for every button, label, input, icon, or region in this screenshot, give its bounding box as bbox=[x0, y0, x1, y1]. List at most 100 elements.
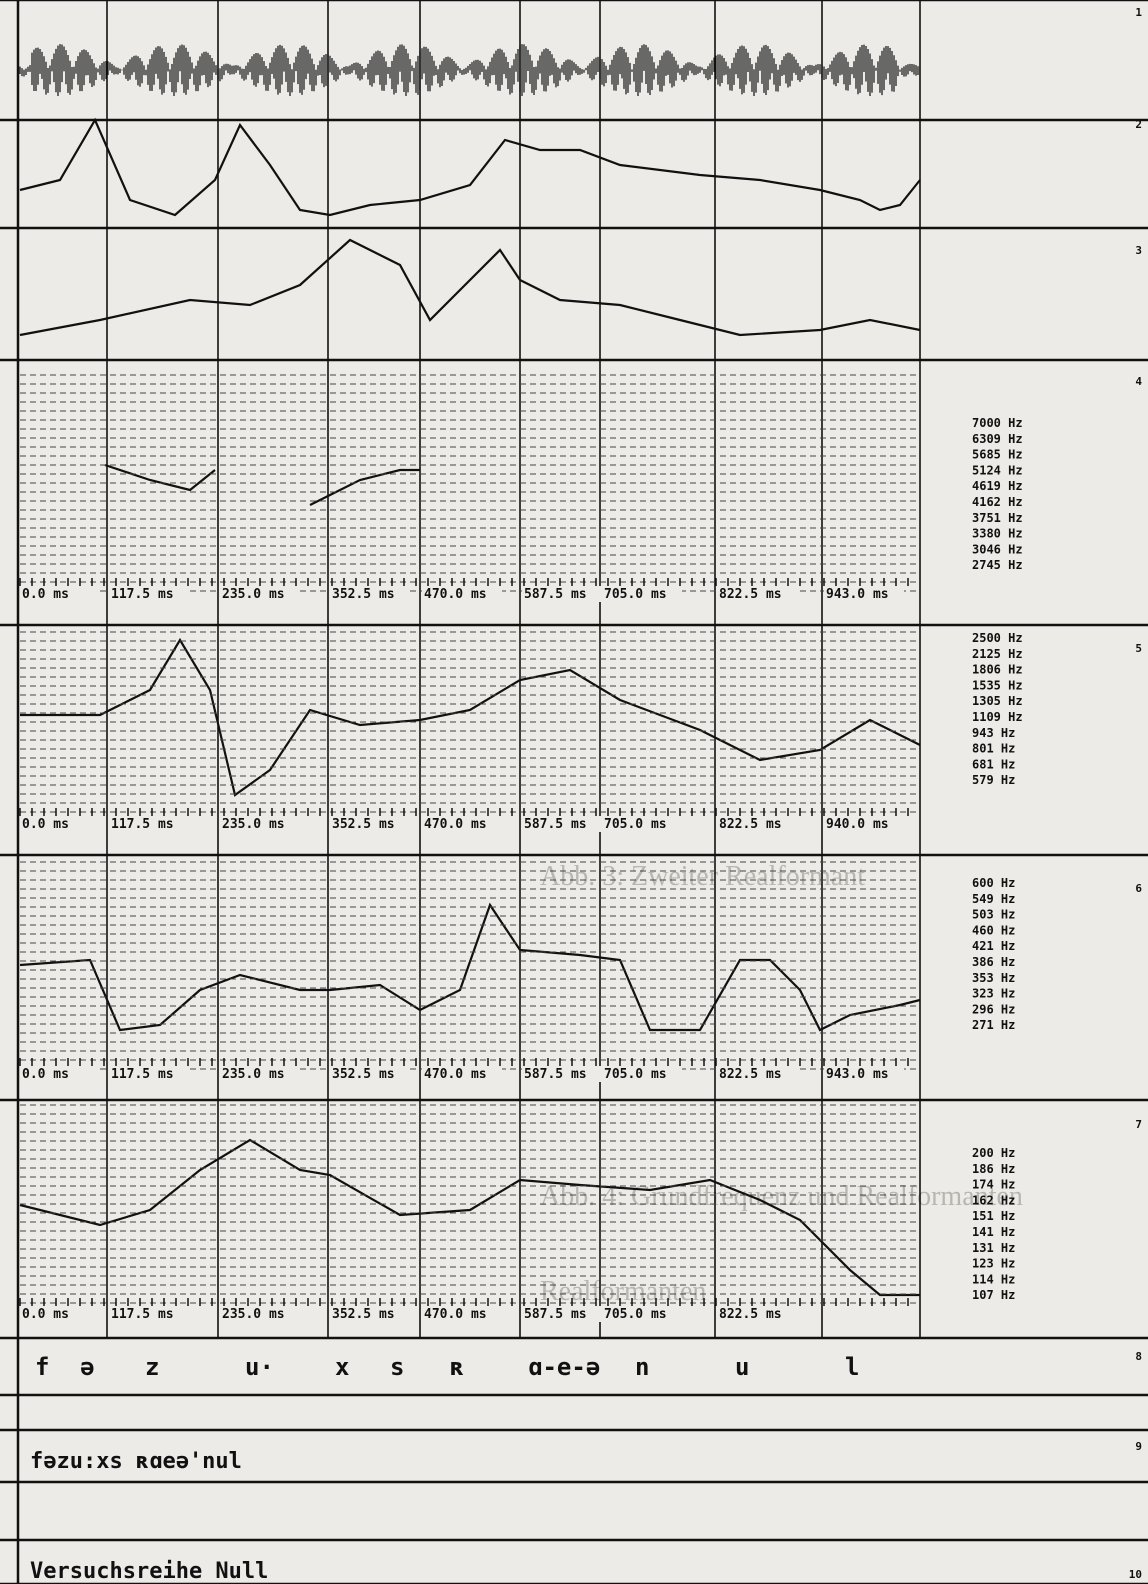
freq-label: 600 Hz bbox=[972, 876, 1015, 890]
segment-label: u· bbox=[245, 1353, 274, 1381]
time-label: 822.5 ms bbox=[719, 1307, 782, 1322]
time-label: 470.0 ms bbox=[424, 1307, 487, 1322]
row-number: 10 bbox=[1129, 1568, 1142, 1581]
page: Abb. 3: Zweiter RealformantAbb. 4: Grund… bbox=[0, 0, 1148, 1584]
freq-label: 7000 Hz bbox=[972, 416, 1023, 430]
freq-label: 353 Hz bbox=[972, 971, 1015, 985]
time-label: 117.5 ms bbox=[111, 587, 174, 602]
segment-label: x bbox=[335, 1353, 349, 1381]
freq-label: 162 Hz bbox=[972, 1193, 1015, 1207]
freq-label: 1806 Hz bbox=[972, 663, 1023, 677]
freq-label: 141 Hz bbox=[972, 1225, 1015, 1239]
freq-label: 186 Hz bbox=[972, 1162, 1015, 1176]
freq-label: 421 Hz bbox=[972, 939, 1015, 953]
time-label: 940.0 ms bbox=[826, 817, 889, 832]
background-line: Abb. 3: Zweiter Realformant bbox=[540, 861, 865, 892]
segment-label: f bbox=[35, 1353, 49, 1381]
row-number: 4 bbox=[1135, 375, 1142, 388]
time-label: 822.5 ms bbox=[719, 1067, 782, 1082]
row-number: 7 bbox=[1135, 1118, 1142, 1131]
segment-label: ʀ bbox=[450, 1353, 464, 1381]
time-label: 587.5 ms bbox=[524, 1307, 587, 1322]
time-label: 470.0 ms bbox=[424, 817, 487, 832]
row-number: 1 bbox=[1135, 6, 1142, 19]
freq-label: 460 Hz bbox=[972, 923, 1015, 937]
caption: Versuchsreihe Null bbox=[30, 1559, 268, 1584]
time-label: 352.5 ms bbox=[332, 817, 395, 832]
row-number: 9 bbox=[1135, 1440, 1142, 1453]
freq-label: 3751 Hz bbox=[972, 511, 1023, 525]
segment-label: l bbox=[845, 1353, 859, 1381]
freq-label: 151 Hz bbox=[972, 1209, 1015, 1223]
freq-label: 3380 Hz bbox=[972, 527, 1023, 541]
segment-label: n bbox=[635, 1353, 649, 1381]
time-label: 0.0 ms bbox=[22, 1067, 69, 1082]
time-label: 352.5 ms bbox=[332, 1067, 395, 1082]
row-number: 2 bbox=[1135, 118, 1142, 131]
freq-label: 1535 Hz bbox=[972, 678, 1023, 692]
freq-label: 2125 Hz bbox=[972, 647, 1023, 661]
background-line: Realformanten bbox=[540, 1276, 706, 1307]
freq-label: 579 Hz bbox=[972, 773, 1015, 787]
time-label: 235.0 ms bbox=[222, 817, 285, 832]
freq-label: 107 Hz bbox=[972, 1288, 1015, 1302]
time-label: 352.5 ms bbox=[332, 1307, 395, 1322]
freq-label: 681 Hz bbox=[972, 757, 1015, 771]
time-label: 587.5 ms bbox=[524, 817, 587, 832]
time-label: 235.0 ms bbox=[222, 1067, 285, 1082]
freq-label: 114 Hz bbox=[972, 1272, 1015, 1286]
time-label: 943.0 ms bbox=[826, 587, 889, 602]
time-label: 705.0 ms bbox=[604, 1067, 667, 1082]
freq-label: 200 Hz bbox=[972, 1146, 1015, 1160]
freq-label: 5124 Hz bbox=[972, 463, 1023, 477]
segment-label: z bbox=[145, 1353, 159, 1381]
time-label: 117.5 ms bbox=[111, 817, 174, 832]
time-label: 0.0 ms bbox=[22, 587, 69, 602]
segment-label: u bbox=[735, 1353, 749, 1381]
freq-label: 943 Hz bbox=[972, 726, 1015, 740]
time-label: 352.5 ms bbox=[332, 587, 395, 602]
row-number: 3 bbox=[1135, 244, 1142, 257]
freq-label: 2745 Hz bbox=[972, 558, 1023, 572]
freq-label: 801 Hz bbox=[972, 742, 1015, 756]
freq-label: 296 Hz bbox=[972, 1002, 1015, 1016]
freq-label: 5685 Hz bbox=[972, 448, 1023, 462]
time-label: 587.5 ms bbox=[524, 1067, 587, 1082]
freq-label: 4619 Hz bbox=[972, 479, 1023, 493]
time-label: 0.0 ms bbox=[22, 1307, 69, 1322]
time-label: 822.5 ms bbox=[719, 587, 782, 602]
time-label: 117.5 ms bbox=[111, 1067, 174, 1082]
time-label: 235.0 ms bbox=[222, 1307, 285, 1322]
freq-label: 1305 Hz bbox=[972, 694, 1023, 708]
time-label: 705.0 ms bbox=[604, 817, 667, 832]
time-label: 117.5 ms bbox=[111, 1307, 174, 1322]
time-label: 235.0 ms bbox=[222, 587, 285, 602]
row-number: 8 bbox=[1135, 1350, 1142, 1363]
freq-label: 386 Hz bbox=[972, 955, 1015, 969]
freq-label: 503 Hz bbox=[972, 908, 1015, 922]
segment-label: ɑ-e-ə bbox=[528, 1353, 600, 1381]
time-label: 822.5 ms bbox=[719, 817, 782, 832]
row-number: 6 bbox=[1135, 882, 1142, 895]
segment-label: s bbox=[390, 1353, 404, 1381]
row-number: 5 bbox=[1135, 642, 1142, 655]
freq-label: 131 Hz bbox=[972, 1241, 1015, 1255]
freq-label: 271 Hz bbox=[972, 1018, 1015, 1032]
time-label: 943.0 ms bbox=[826, 1067, 889, 1082]
time-label: 705.0 ms bbox=[604, 587, 667, 602]
freq-label: 123 Hz bbox=[972, 1257, 1015, 1271]
time-label: 587.5 ms bbox=[524, 587, 587, 602]
freq-label: 323 Hz bbox=[972, 987, 1015, 1001]
segment-label: ə bbox=[80, 1353, 94, 1381]
freq-label: 4162 Hz bbox=[972, 495, 1023, 509]
freq-label: 2500 Hz bbox=[972, 631, 1023, 645]
time-label: 705.0 ms bbox=[604, 1307, 667, 1322]
time-label: 470.0 ms bbox=[424, 587, 487, 602]
time-label: 0.0 ms bbox=[22, 817, 69, 832]
time-label: 470.0 ms bbox=[424, 1067, 487, 1082]
freq-label: 174 Hz bbox=[972, 1178, 1015, 1192]
freq-label: 1109 Hz bbox=[972, 710, 1023, 724]
paper bbox=[0, 0, 1148, 1584]
transcription: fəzu:xs ʀɑeə'nul bbox=[30, 1449, 242, 1474]
freq-label: 549 Hz bbox=[972, 892, 1015, 906]
